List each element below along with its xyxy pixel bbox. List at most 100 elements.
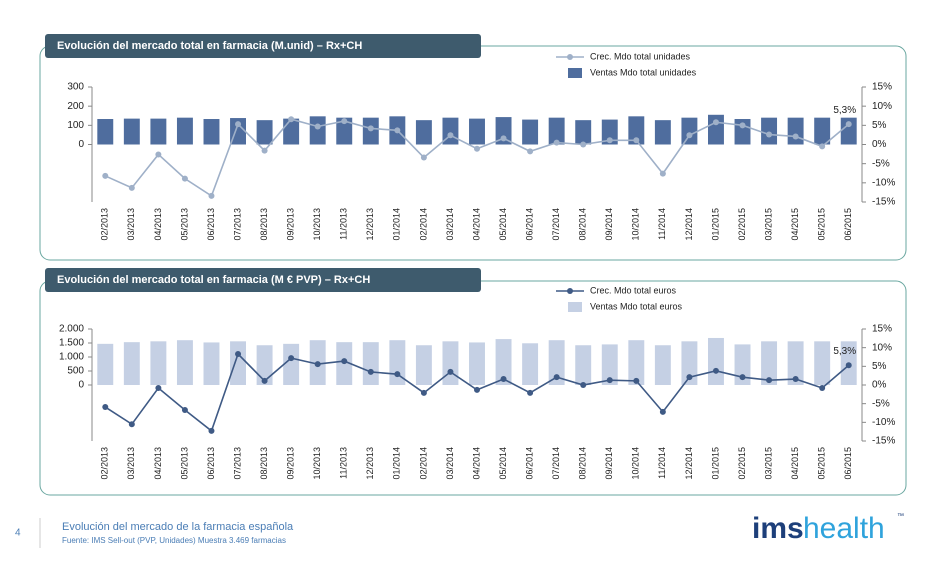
x-tick-label: 06/2015 <box>843 208 853 241</box>
bar <box>256 345 273 385</box>
point <box>181 407 188 414</box>
y-tick-label: 300 <box>67 82 84 93</box>
x-tick-label: 08/2014 <box>578 208 588 241</box>
title-tab <box>45 268 481 292</box>
x-tick-label: 05/2013 <box>179 447 189 480</box>
point <box>553 139 560 146</box>
bar <box>123 342 140 385</box>
point <box>394 371 401 378</box>
bar <box>123 118 140 145</box>
page-number: 4 <box>15 528 21 539</box>
x-tick-label: 10/2014 <box>631 447 641 480</box>
point <box>235 351 242 358</box>
x-tick-label: 03/2013 <box>126 208 136 241</box>
point <box>633 137 640 144</box>
y2-tick-label: -5% <box>872 158 890 169</box>
x-tick-label: 07/2014 <box>551 447 561 480</box>
point <box>580 141 587 148</box>
bar <box>575 345 592 385</box>
x-tick-label: 10/2013 <box>312 447 322 480</box>
bar <box>283 118 300 145</box>
legend-label: Crec. Mdo total unidades <box>590 51 691 61</box>
x-tick-label: 07/2013 <box>232 447 242 480</box>
x-tick-label: 01/2015 <box>710 447 720 480</box>
y2-tick-label: -10% <box>872 177 895 188</box>
legend-label: Ventas Mdo total euros <box>590 301 683 311</box>
y2-tick-label: -15% <box>872 436 895 447</box>
point <box>155 151 162 158</box>
point <box>235 121 242 128</box>
bar <box>469 118 485 145</box>
y-tick-label: 0 <box>78 380 84 391</box>
x-tick-label: 06/2014 <box>524 208 534 241</box>
bar <box>548 340 565 385</box>
x-tick-label: 11/2014 <box>657 447 667 479</box>
y-tick-label: 0 <box>78 139 84 150</box>
point <box>527 389 534 396</box>
bar <box>495 117 512 145</box>
x-tick-label: 11/2013 <box>339 208 349 240</box>
bar <box>681 341 698 385</box>
x-tick-label: 10/2014 <box>631 208 641 241</box>
point <box>739 374 746 381</box>
legend-swatch <box>568 68 582 78</box>
y-tick-label: 200 <box>67 101 84 112</box>
x-tick-label: 09/2013 <box>286 208 296 241</box>
x-tick-label: 10/2013 <box>312 208 322 241</box>
x-tick-label: 01/2015 <box>710 208 720 241</box>
x-tick-label: 07/2014 <box>551 208 561 241</box>
bar <box>708 114 724 145</box>
x-tick-label: 07/2013 <box>232 208 242 241</box>
point <box>367 368 374 375</box>
point <box>553 374 560 381</box>
x-tick-label: 04/2015 <box>790 208 800 241</box>
x-tick-label: 03/2014 <box>445 447 455 480</box>
x-tick-label: 05/2015 <box>817 447 827 480</box>
point <box>128 184 135 191</box>
y2-tick-label: 10% <box>872 101 892 112</box>
point <box>261 147 268 154</box>
point <box>314 361 321 368</box>
x-tick-label: 01/2014 <box>392 447 402 480</box>
point <box>792 133 799 140</box>
y2-tick-label: 0% <box>872 139 887 150</box>
x-tick-label: 09/2014 <box>604 447 614 480</box>
x-tick-label: 02/2014 <box>418 447 428 480</box>
bar <box>601 344 618 385</box>
x-tick-label: 02/2013 <box>100 208 110 241</box>
x-tick-label: 02/2013 <box>100 447 110 480</box>
title-tab <box>45 34 481 58</box>
bar <box>97 343 114 385</box>
point <box>341 358 348 365</box>
point <box>208 427 215 434</box>
y2-tick-label: 5% <box>872 361 887 372</box>
bar <box>708 337 724 385</box>
footer-title: Evolución del mercado de la farmacia esp… <box>62 521 294 533</box>
y2-tick-label: -15% <box>872 197 895 208</box>
bar <box>230 341 246 385</box>
x-tick-label: 03/2015 <box>763 208 773 241</box>
y2-tick-label: 0% <box>872 380 887 391</box>
chart-title: Evolución del mercado total en farmacia … <box>57 274 370 286</box>
x-tick-label: 03/2015 <box>763 447 773 480</box>
point <box>474 145 480 152</box>
x-tick-label: 06/2015 <box>843 447 853 480</box>
point <box>420 154 427 161</box>
y-tick-label: 100 <box>67 120 84 131</box>
point <box>659 170 666 177</box>
bar <box>628 340 645 385</box>
bar <box>681 117 698 145</box>
point <box>819 384 826 391</box>
point <box>208 192 215 199</box>
footer-source: Fuente: IMS Sell-out (PVP, Unidades) Mue… <box>62 536 286 545</box>
bar <box>787 341 804 385</box>
chart-title: Evolución del mercado total en farmacia … <box>57 40 362 52</box>
data-label: 5,3% <box>833 346 856 357</box>
point <box>686 374 693 381</box>
point <box>261 377 268 384</box>
legend-label: Crec. Mdo total euros <box>590 285 677 295</box>
x-tick-label: 02/2014 <box>418 208 428 241</box>
x-tick-label: 03/2013 <box>126 447 136 480</box>
x-tick-label: 02/2015 <box>737 208 747 241</box>
